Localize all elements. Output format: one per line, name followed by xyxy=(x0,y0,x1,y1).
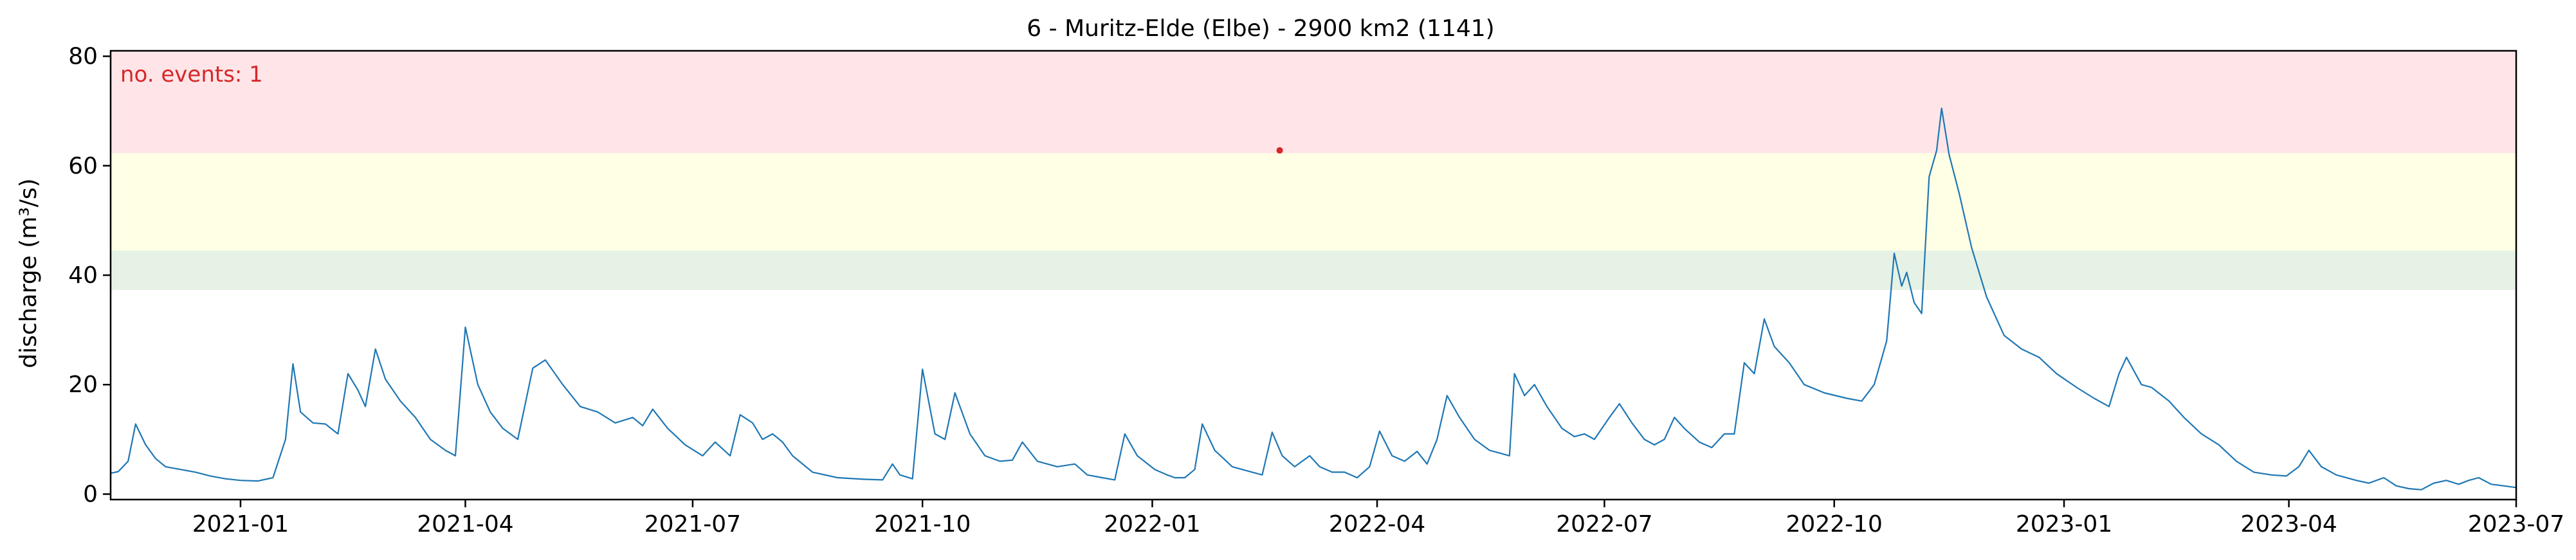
y-axis: 0 20 40 60 80 xyxy=(68,44,111,507)
x-tick-label-7: 2022-10 xyxy=(1786,511,1883,537)
threshold-band-0 xyxy=(111,250,2516,290)
x-tick-label-4: 2022-01 xyxy=(1104,511,1200,537)
x-tick-label-3: 2021-10 xyxy=(874,511,971,537)
y-tick-label-1: 20 xyxy=(68,372,98,398)
threshold-band-2 xyxy=(111,51,2516,154)
x-axis: 2021-01 2021-04 2021-07 2021-10 2022-01 2022-… xyxy=(192,500,2564,537)
x-tick-label-10: 2023-07 xyxy=(2468,511,2564,537)
events-count-annotation: no. events: 1 xyxy=(120,62,263,87)
discharge-line-0 xyxy=(110,107,2517,491)
threshold-bands xyxy=(111,51,2516,290)
x-tick-label-0: 2021-01 xyxy=(192,511,289,537)
y-tick-label-4: 80 xyxy=(68,44,98,70)
y-axis-label: discharge (m³/s) xyxy=(15,178,42,368)
event-markers xyxy=(1276,147,1283,154)
event-marker-0 xyxy=(1276,147,1283,154)
y-tick-label-0: 0 xyxy=(83,481,98,507)
chart-title: 6 - Muritz-Elde (Elbe) - 2900 km2 (1141) xyxy=(1027,15,1494,42)
x-tick-label-1: 2021-04 xyxy=(417,511,513,537)
threshold-band-1 xyxy=(111,153,2516,251)
x-tick-label-5: 2022-04 xyxy=(1329,511,1425,537)
x-tick-label-2: 2021-07 xyxy=(644,511,741,537)
y-tick-label-3: 60 xyxy=(68,153,98,179)
x-tick-label-8: 2023-01 xyxy=(2016,511,2112,537)
x-tick-label-9: 2023-04 xyxy=(2240,511,2337,537)
x-tick-label-6: 2022-07 xyxy=(1556,511,1652,537)
series-layer xyxy=(110,107,2517,491)
y-tick-label-2: 40 xyxy=(68,262,98,289)
